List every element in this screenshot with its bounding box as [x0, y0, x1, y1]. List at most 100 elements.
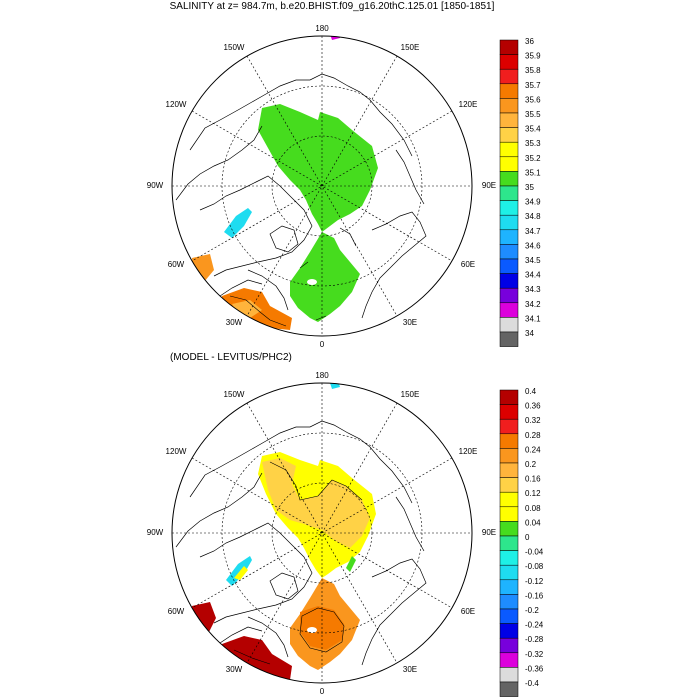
salinity-map: 180 0 150W 150E 120W 120E 90W 90E 60W 60…	[147, 24, 496, 349]
colorbar-salinity: 36 35.9 35.8 35.7 35.6 35.5 35.4 35.3 35.2 35.1 35…	[499, 37, 541, 347]
colorbar-box	[499, 273, 519, 289]
colorbar-box	[499, 550, 519, 566]
colorbar-box	[499, 200, 519, 216]
contours-bottom	[233, 461, 363, 665]
graticule-top	[172, 36, 472, 336]
colorbar-box	[499, 608, 519, 624]
colorbar-label: -0.24	[525, 621, 544, 630]
colorbar-label: 34.7	[525, 227, 541, 236]
field-baffin-cyan-bottom	[226, 556, 252, 586]
colorbar-label: 34.1	[525, 314, 541, 323]
lon-label-150e-bottom: 150E	[401, 390, 420, 399]
colorbar-label: 35.5	[525, 110, 541, 119]
lon-label-150w: 150W	[224, 43, 245, 52]
graticule-bottom	[172, 383, 472, 683]
colorbar-box	[499, 681, 519, 697]
lon-label-180-bottom: 180	[315, 371, 329, 380]
colorbar-box	[499, 68, 519, 85]
colorbar-label: 35.1	[525, 168, 541, 177]
colorbar-label: 34.5	[525, 256, 541, 265]
field-laptev-green	[346, 556, 356, 572]
colorbar-label: 0.24	[525, 445, 541, 454]
field-nordic-green	[290, 232, 360, 322]
colorbar-label: 35.3	[525, 139, 541, 148]
colorbar-box	[499, 229, 519, 245]
colorbar-box	[499, 185, 519, 201]
colorbar-label: 0.04	[525, 518, 541, 527]
colorbar-label: 0.4	[525, 387, 537, 396]
lon-label-60w-bottom: 60W	[168, 607, 185, 616]
field-arctic-light-orange	[262, 458, 370, 548]
colorbar-label: -0.2	[525, 606, 539, 615]
colorbar-box	[499, 433, 519, 449]
colorbar-label: 0.2	[525, 460, 537, 469]
colorbar-label: -0.32	[525, 650, 544, 659]
colorbar-box	[499, 418, 519, 435]
colorbar-label: -0.12	[525, 577, 544, 586]
colorbar-box	[499, 404, 519, 420]
field-pacific-cyan	[330, 383, 340, 389]
colorbar-label: 34	[525, 329, 534, 338]
lon-label-120e-bottom: 120E	[459, 447, 478, 456]
lon-label-180: 180	[315, 24, 329, 33]
colorbar-label: 35.4	[525, 125, 541, 134]
colorbar-box	[499, 579, 519, 595]
colorbar-label: 36	[525, 37, 534, 46]
colorbar-box	[499, 127, 519, 143]
lon-label-60e: 60E	[461, 260, 475, 269]
colorbar-label: 0.16	[525, 475, 541, 484]
coastlines-bottom	[175, 420, 427, 666]
colorbar-box	[499, 83, 519, 99]
colorbar-label: 35.8	[525, 66, 541, 75]
colorbar-box	[499, 287, 519, 304]
lon-label-30w-bottom: 30W	[226, 665, 243, 674]
colorbar-label: -0.16	[525, 591, 544, 600]
colorbar-label: 0.28	[525, 431, 541, 440]
colorbar-box	[499, 39, 519, 55]
colorbar-box	[499, 302, 519, 318]
colorbar-difference: 0.4 0.36 0.32 0.28 0.24 0.2 0.16 0.12 0.08 0.04 0 -…	[499, 387, 544, 697]
colorbar-label: 35.6	[525, 95, 541, 104]
coastlines-top	[175, 73, 427, 319]
colorbar-box	[499, 652, 519, 668]
lon-label-150w-bottom: 150W	[224, 390, 245, 399]
colorbar-label: 0.12	[525, 489, 541, 498]
colorbar-label: 0.36	[525, 402, 541, 411]
colorbar-box	[499, 637, 519, 654]
colorbar-label: 35.7	[525, 81, 541, 90]
contours-top	[229, 261, 327, 327]
colorbar-label: 34.4	[525, 271, 541, 280]
field-pacific-magenta	[330, 36, 340, 40]
colorbar-label: 34.2	[525, 300, 541, 309]
colorbar-label: -0.28	[525, 635, 544, 644]
field-baffin-yellow	[234, 566, 248, 580]
lon-label-60e-bottom: 60E	[461, 607, 475, 616]
lon-label-0: 0	[320, 340, 325, 349]
difference-map: 180 0 150W 150E 120W 120E 90W 90E 60W 60…	[147, 371, 496, 696]
colorbar-box	[499, 171, 519, 187]
colorbar-box	[499, 98, 519, 114]
colorbar-label: 34.6	[525, 241, 541, 250]
colorbar-box	[499, 54, 519, 70]
colorbar-box	[499, 521, 519, 537]
colorbar-box	[499, 317, 519, 333]
colorbar-box	[499, 112, 519, 128]
colorbar-box	[499, 594, 519, 610]
colorbar-box	[499, 462, 519, 478]
colorbar-label: 35.9	[525, 52, 541, 61]
lon-label-30e-bottom: 30E	[403, 665, 417, 674]
colorbar-box	[499, 331, 519, 347]
colorbar-box	[499, 448, 519, 464]
lon-label-120w: 120W	[166, 100, 187, 109]
field-baffin-cyan	[224, 208, 252, 238]
colorbar-box	[499, 667, 519, 683]
lon-label-90w: 90W	[147, 181, 164, 190]
difference-title: (MODEL - LEVITUS/PHC2)	[170, 352, 292, 363]
field-north-atlantic-dark-red	[220, 636, 292, 680]
colorbar-label: 0.32	[525, 416, 541, 425]
lon-label-120e: 120E	[459, 100, 478, 109]
lon-label-120w-bottom: 120W	[166, 447, 187, 456]
colorbar-box	[499, 535, 519, 551]
colorbar-box	[499, 156, 519, 172]
